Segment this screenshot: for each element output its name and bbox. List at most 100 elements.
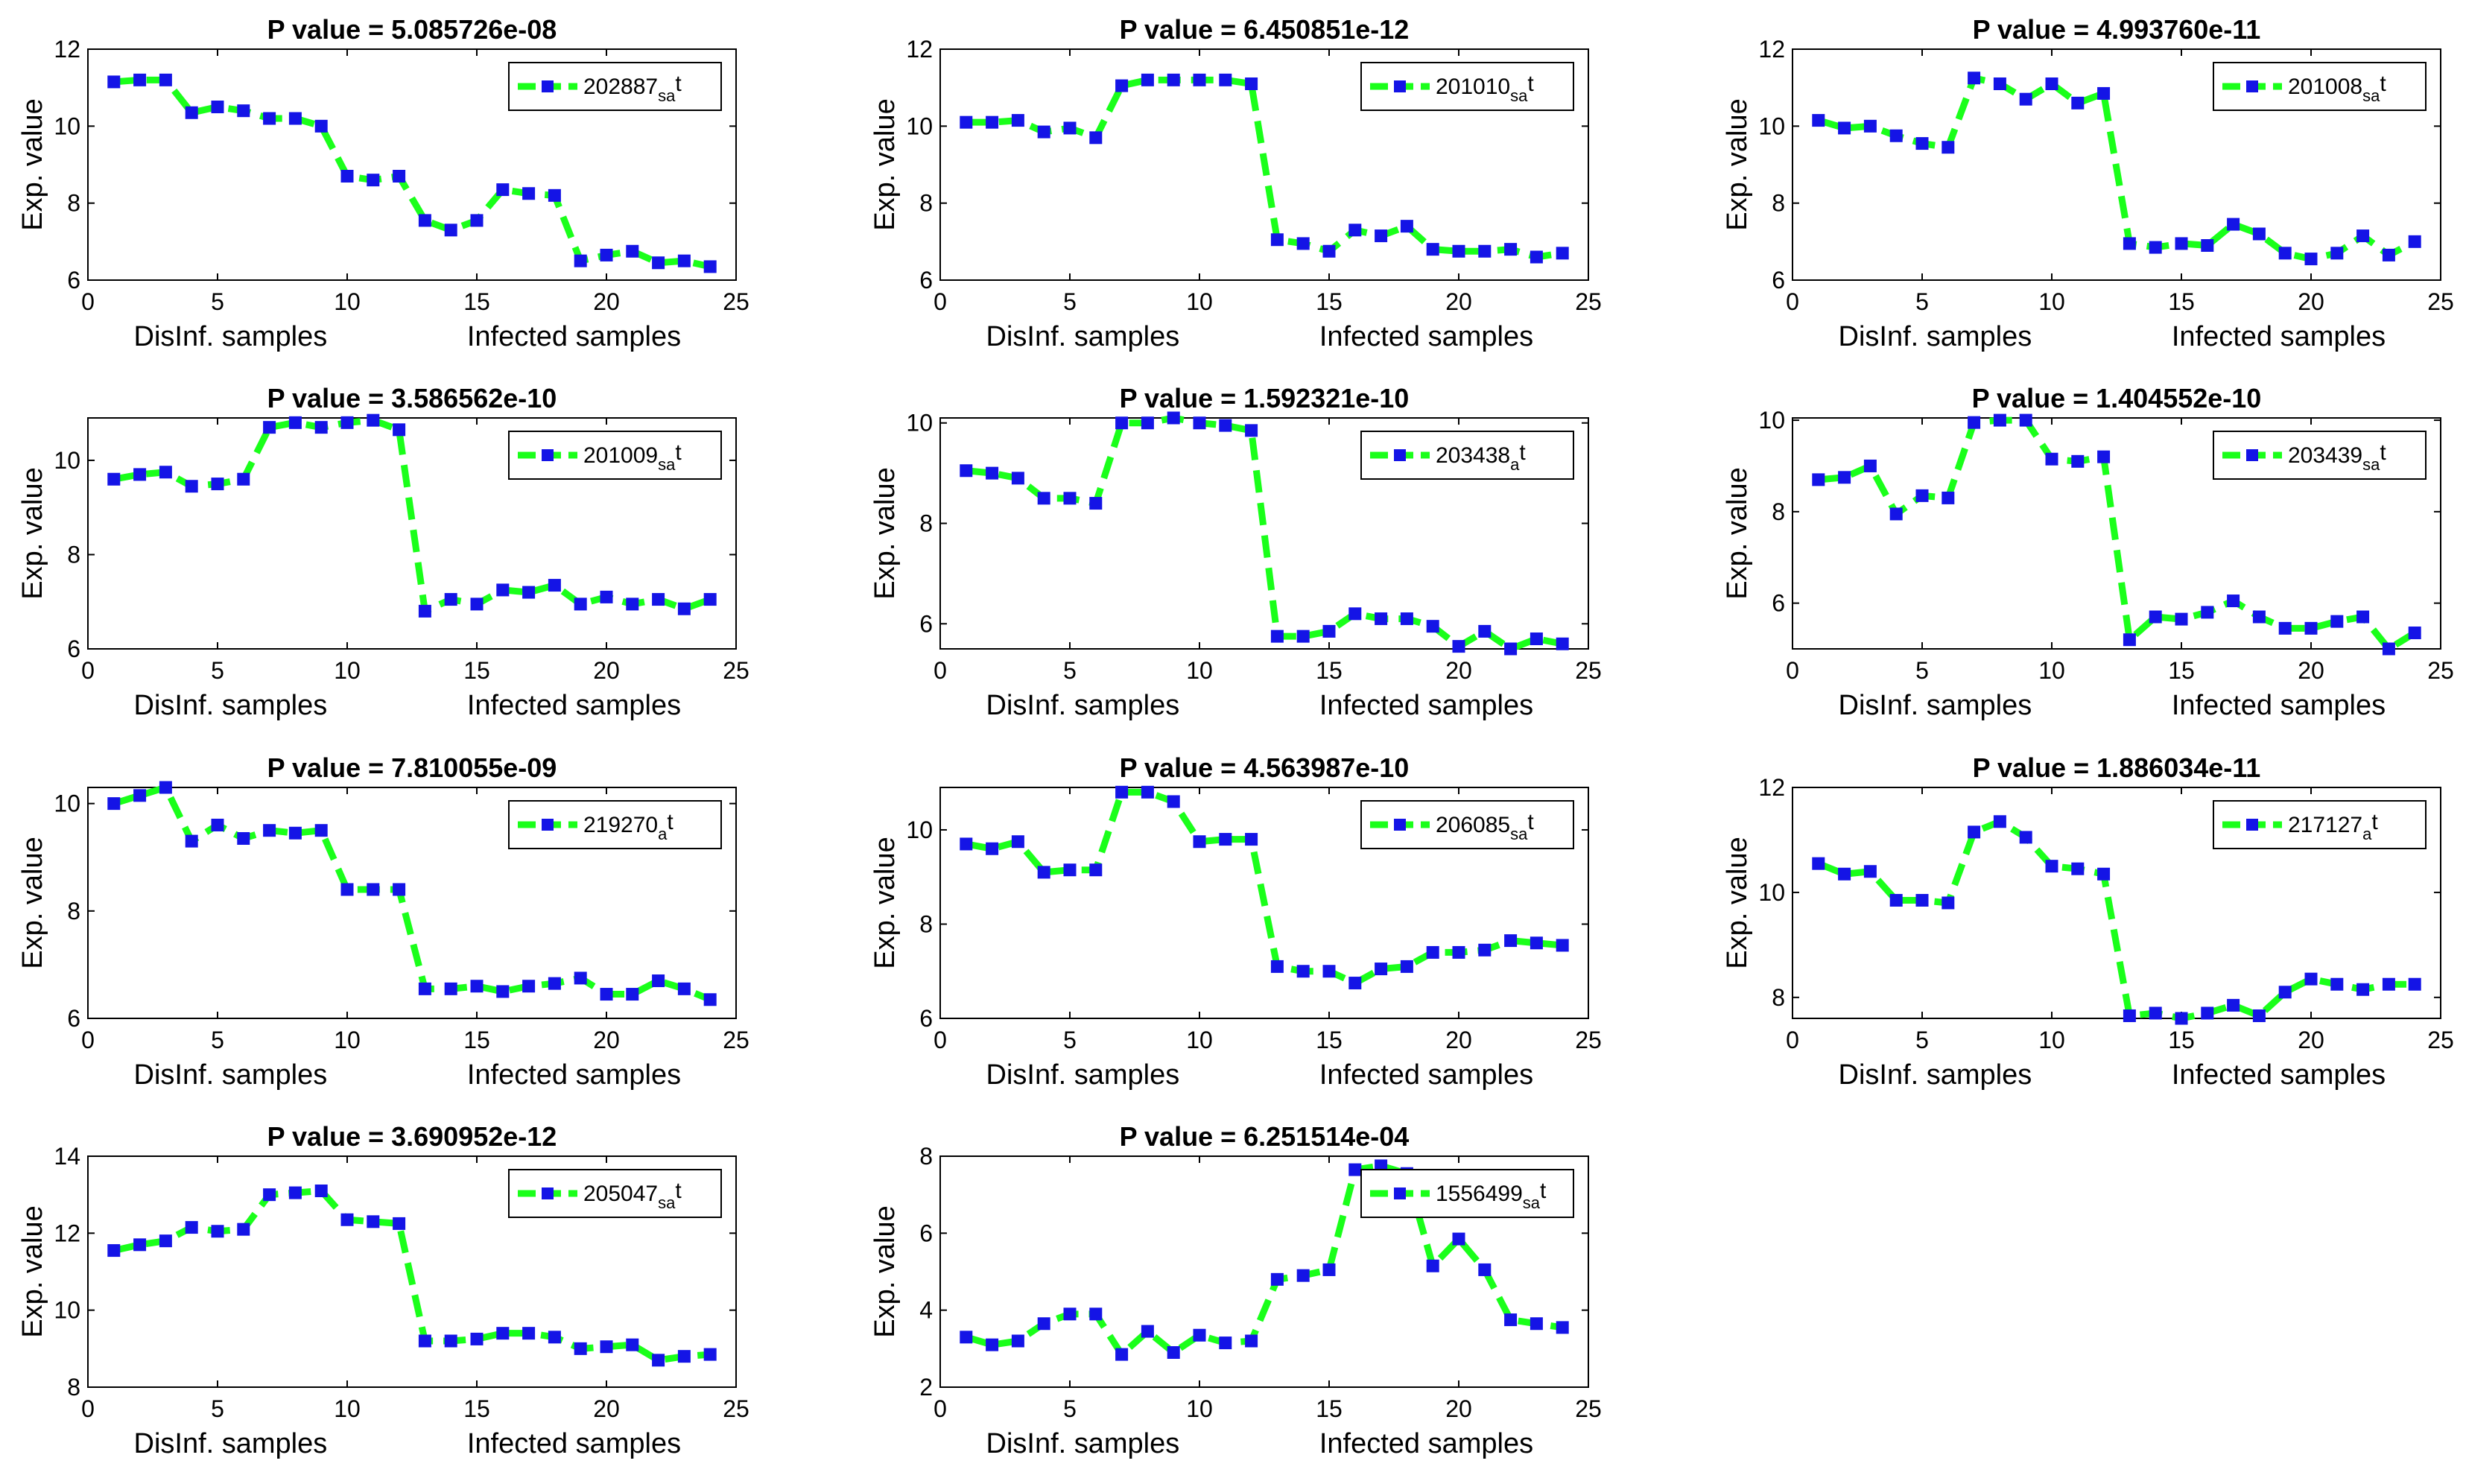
data-point xyxy=(1037,1317,1050,1331)
data-point xyxy=(1530,250,1543,264)
y-tick-label: 6 xyxy=(67,635,80,662)
x-tick-label: 10 xyxy=(1186,288,1213,315)
data-point xyxy=(1193,73,1206,86)
data-point xyxy=(677,254,691,267)
chart-title: P value = 1.886034e-11 xyxy=(1973,752,2261,783)
data-point xyxy=(367,883,380,896)
data-point xyxy=(2330,977,2344,991)
data-point xyxy=(2071,96,2085,110)
data-point xyxy=(133,1238,147,1252)
data-point xyxy=(2149,1006,2162,1020)
data-point xyxy=(1089,497,1103,510)
x-tick-label: 10 xyxy=(334,1027,361,1053)
legend-label: 1556499sat xyxy=(1436,1179,1547,1212)
y-tick-label: 12 xyxy=(1758,36,1785,63)
y-tick-label: 6 xyxy=(919,1220,933,1246)
data-point xyxy=(1968,825,1981,839)
data-point xyxy=(1504,934,1518,948)
legend-marker-sample xyxy=(542,1187,554,1199)
data-point xyxy=(1296,630,1310,643)
y-tick-label: 8 xyxy=(1772,498,1785,525)
legend-label-suffix: t xyxy=(675,72,682,96)
data-point xyxy=(1426,620,1439,633)
x-tick-label: 20 xyxy=(593,1027,620,1053)
data-point xyxy=(496,183,510,197)
x-tick-label: 20 xyxy=(593,657,620,684)
data-point xyxy=(1426,945,1439,959)
data-point xyxy=(1141,785,1154,799)
data-point xyxy=(548,188,561,202)
y-tick-label: 6 xyxy=(919,610,933,637)
data-point xyxy=(986,115,999,129)
data-point xyxy=(470,980,484,993)
y-tick-label: 8 xyxy=(67,898,80,925)
x-tick-label: 20 xyxy=(1445,288,1472,315)
x-tick-label: 15 xyxy=(463,288,490,315)
data-point xyxy=(2149,610,2162,624)
legend: 219270at xyxy=(508,800,722,849)
x-tick-label: 5 xyxy=(211,1395,224,1422)
y-tick-label: 10 xyxy=(54,447,80,474)
data-point xyxy=(2097,867,2111,881)
data-point xyxy=(1037,125,1050,139)
x-tick-label: 25 xyxy=(2427,288,2454,315)
data-point xyxy=(1863,119,1877,133)
data-point xyxy=(703,260,717,273)
data-point xyxy=(677,982,691,995)
data-point xyxy=(1219,833,1232,846)
data-point xyxy=(1348,223,1362,237)
data-point xyxy=(600,590,613,603)
x-tick-label: 10 xyxy=(334,657,361,684)
data-point xyxy=(185,834,198,848)
y-tick-label: 8 xyxy=(919,1143,933,1170)
data-point xyxy=(1167,1346,1180,1359)
chart-title: P value = 3.690952e-12 xyxy=(267,1121,557,1152)
x-axis-label-disinfected: DisInf. samples xyxy=(1839,690,2032,721)
x-tick-label: 15 xyxy=(1316,1395,1343,1422)
legend-label-main: 202887 xyxy=(583,74,658,99)
x-tick-label: 25 xyxy=(1575,288,1602,315)
data-point xyxy=(1270,1272,1284,1286)
data-point xyxy=(1452,945,1465,959)
data-point xyxy=(444,1334,457,1348)
data-point xyxy=(1322,624,1336,638)
x-axis-label-disinfected: DisInf. samples xyxy=(1839,321,2032,352)
data-point xyxy=(2356,983,2370,996)
data-point xyxy=(2304,621,2318,635)
data-point xyxy=(2175,237,2188,250)
data-point xyxy=(288,1186,302,1199)
data-point xyxy=(2097,86,2111,100)
x-tick-label: 15 xyxy=(2168,288,2195,315)
data-point xyxy=(1889,893,1903,907)
y-axis-label: Exp. value xyxy=(17,98,48,230)
data-point xyxy=(960,837,973,851)
data-point xyxy=(703,593,717,606)
data-point xyxy=(574,971,587,985)
data-point xyxy=(393,170,406,183)
data-point xyxy=(2123,633,2136,647)
data-point xyxy=(2227,218,2240,231)
x-tick-label: 25 xyxy=(723,657,749,684)
data-point xyxy=(1942,141,1955,154)
x-axis-label-disinfected: DisInf. samples xyxy=(134,690,328,721)
data-point xyxy=(340,416,354,429)
data-point xyxy=(600,988,613,1001)
x-tick-label: 10 xyxy=(2038,1027,2065,1053)
data-point xyxy=(2201,606,2214,619)
legend-label-main: 206085 xyxy=(1436,813,1510,837)
y-axis-label: Exp. value xyxy=(869,98,901,230)
x-tick-label: 0 xyxy=(81,1395,95,1422)
data-point xyxy=(1504,1313,1518,1327)
data-point xyxy=(1375,229,1388,243)
legend-label-subscript: sa xyxy=(658,1193,676,1212)
data-point xyxy=(314,824,328,837)
data-point xyxy=(1452,640,1465,653)
subplot-2: P value = 6.450851e-12 0 5 10 15 20 25 6 8 10 12 Ex… xyxy=(869,14,1602,352)
chart-title: P value = 6.450851e-12 xyxy=(1120,14,1410,45)
x-tick-label: 5 xyxy=(1915,1027,1929,1053)
y-axis-label: Exp. value xyxy=(869,837,901,968)
data-point xyxy=(1193,416,1206,430)
data-point xyxy=(1245,1334,1258,1348)
data-point xyxy=(1115,79,1129,92)
y-axis-label: Exp. value xyxy=(17,467,48,599)
